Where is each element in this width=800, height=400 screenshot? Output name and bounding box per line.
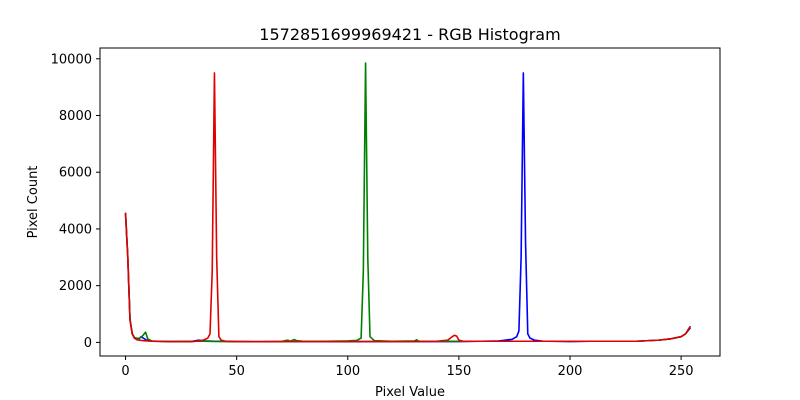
chart-title: 1572851699969421 - RGB Histogram bbox=[259, 25, 560, 44]
blue-channel-line bbox=[124, 72, 691, 343]
series-layer bbox=[124, 62, 691, 343]
x-tick-label: 100 bbox=[335, 364, 360, 379]
x-axis-label: Pixel Value bbox=[375, 385, 445, 400]
y-axis-label: Pixel Count bbox=[26, 166, 41, 239]
y-axis: 0 2000 4000 6000 8000 10000 bbox=[51, 52, 100, 351]
y-tick-label: 6000 bbox=[59, 166, 92, 181]
x-axis: 0 50 100 150 200 250 bbox=[121, 356, 694, 379]
x-tick-label: 50 bbox=[228, 364, 245, 379]
plot-frame bbox=[99, 47, 721, 357]
x-tick-label: 0 bbox=[121, 364, 129, 379]
y-tick-label: 4000 bbox=[59, 222, 92, 237]
y-tick-label: 0 bbox=[84, 336, 92, 351]
x-tick-label: 250 bbox=[669, 364, 694, 379]
x-tick-label: 200 bbox=[558, 364, 583, 379]
y-tick-label: 2000 bbox=[59, 279, 92, 294]
y-tick-label: 8000 bbox=[59, 109, 92, 124]
y-tick-label: 10000 bbox=[51, 52, 92, 67]
green-channel-line bbox=[124, 62, 691, 343]
red-channel-line bbox=[124, 72, 691, 343]
x-tick-label: 150 bbox=[446, 364, 471, 379]
